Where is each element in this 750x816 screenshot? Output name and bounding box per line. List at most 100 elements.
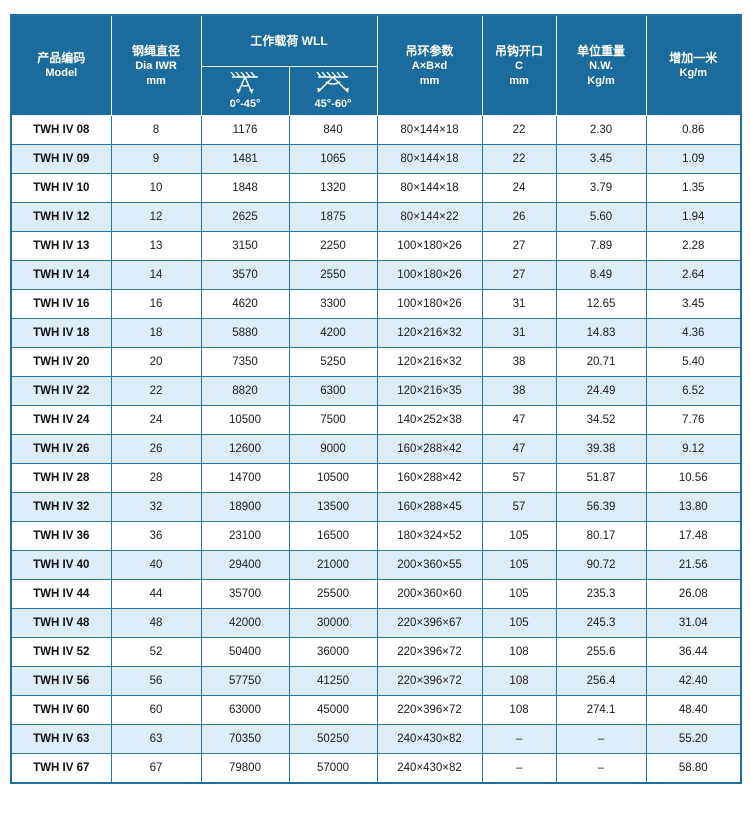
cell-wll-0-45: 1848 xyxy=(200,173,290,203)
table-row: TWH IV 32 32 18900 13500 160×288×45 57 56.39 13… xyxy=(10,492,742,522)
cell-hook-c: 108 xyxy=(481,666,557,696)
cell-dia: 10 xyxy=(110,173,202,203)
cell-wll-45-60: 6300 xyxy=(288,376,378,406)
cell-hook-c: 57 xyxy=(481,492,557,522)
table-row: TWH IV 10 10 1848 1320 80×144×18 24 3.79 1.35 xyxy=(10,173,742,203)
cell-wll-0-45: 12600 xyxy=(200,434,290,464)
cell-hook-c: – xyxy=(481,724,557,754)
cell-ring-params: 120×216×32 xyxy=(376,318,483,348)
header-diameter-cn: 钢绳直径 xyxy=(131,43,180,58)
table-row: TWH IV 24 24 10500 7500 140×252×38 47 34.52 7.7… xyxy=(10,405,742,435)
cell-extra-per-meter: 48.40 xyxy=(645,695,742,725)
cell-ring-params: 200×360×60 xyxy=(376,579,483,609)
cell-net-weight: 3.45 xyxy=(555,144,647,174)
cell-hook-c: 38 xyxy=(481,376,557,406)
cell-net-weight: 90.72 xyxy=(555,550,647,580)
cell-wll-45-60: 2250 xyxy=(288,231,378,261)
cell-dia: 26 xyxy=(110,434,202,464)
cell-wll-0-45: 3570 xyxy=(200,260,290,290)
cell-ring-params: 120×216×35 xyxy=(376,376,483,406)
cell-wll-0-45: 10500 xyxy=(200,405,290,435)
header-hook-unit: mm xyxy=(509,74,529,87)
cell-ring-params: 140×252×38 xyxy=(376,405,483,435)
header-hook-cn: 吊钩开口 xyxy=(495,43,544,58)
cell-model: TWH IV 18 xyxy=(10,318,112,348)
cell-dia: 48 xyxy=(110,608,202,638)
cell-wll-0-45: 29400 xyxy=(200,550,290,580)
cell-ring-params: 160×288×42 xyxy=(376,463,483,493)
header-ring-dims: A×B×d xyxy=(411,59,448,72)
cell-extra-per-meter: 31.04 xyxy=(645,608,742,638)
cell-hook-c: 22 xyxy=(481,115,557,145)
cell-wll-0-45: 63000 xyxy=(200,695,290,725)
cell-model: TWH IV 16 xyxy=(10,289,112,319)
table-row: TWH IV 52 52 50400 36000 220×396×72 108 255.6 3… xyxy=(10,637,742,667)
cell-wll-45-60: 1875 xyxy=(288,202,378,232)
table-header: 产品编码 Model 钢绳直径 Dia IWR mm 工作载荷 WLL 吊环参数… xyxy=(10,14,742,116)
header-wll-45-60: 45°-60° xyxy=(288,66,378,116)
cell-hook-c: 31 xyxy=(481,318,557,348)
cell-net-weight: 80.17 xyxy=(555,521,647,551)
cell-ring-params: 160×288×45 xyxy=(376,492,483,522)
table-row: TWH IV 26 26 12600 9000 160×288×42 47 39.38 9.1… xyxy=(10,434,742,464)
cell-dia: 24 xyxy=(110,405,202,435)
cell-dia: 22 xyxy=(110,376,202,406)
cell-model: TWH IV 40 xyxy=(10,550,112,580)
header-weight-en: N.W. xyxy=(589,59,613,72)
cell-wll-0-45: 18900 xyxy=(200,492,290,522)
cell-model: TWH IV 24 xyxy=(10,405,112,435)
header-extra-cn: 增加一米 xyxy=(669,50,718,65)
cell-ring-params: 220×396×67 xyxy=(376,608,483,638)
cell-model: TWH IV 28 xyxy=(10,463,112,493)
cell-model: TWH IV 26 xyxy=(10,434,112,464)
header-weight-cn: 单位重量 xyxy=(577,43,626,58)
cell-dia: 14 xyxy=(110,260,202,290)
cell-wll-45-60: 5250 xyxy=(288,347,378,377)
header-diameter-en: Dia IWR xyxy=(135,59,177,72)
cell-net-weight: 51.87 xyxy=(555,463,647,493)
cell-net-weight: 2.30 xyxy=(555,115,647,145)
cell-extra-per-meter: 21.56 xyxy=(645,550,742,580)
cell-hook-c: 38 xyxy=(481,347,557,377)
cell-wll-0-45: 4620 xyxy=(200,289,290,319)
cell-hook-c: 47 xyxy=(481,405,557,435)
header-wll-title: 工作载荷 WLL xyxy=(250,33,328,48)
cell-net-weight: 245.3 xyxy=(555,608,647,638)
cell-wll-45-60: 9000 xyxy=(288,434,378,464)
cell-net-weight: 235.3 xyxy=(555,579,647,609)
sling-angle-45-60-icon xyxy=(316,71,349,93)
header-model: 产品编码 Model xyxy=(10,14,112,116)
cell-model: TWH IV 60 xyxy=(10,695,112,725)
header-extra-per-meter: 增加一米 Kg/m xyxy=(645,14,742,116)
cell-ring-params: 160×288×42 xyxy=(376,434,483,464)
cell-dia: 60 xyxy=(110,695,202,725)
cell-extra-per-meter: 26.08 xyxy=(645,579,742,609)
table-row: TWH IV 20 20 7350 5250 120×216×32 38 20.71 5.40 xyxy=(10,347,742,377)
cell-wll-45-60: 13500 xyxy=(288,492,378,522)
cell-wll-0-45: 23100 xyxy=(200,521,290,551)
table-body: TWH IV 08 8 1176 840 80×144×18 22 2.30 0.86 TWH … xyxy=(10,115,742,784)
cell-dia: 32 xyxy=(110,492,202,522)
cell-model: TWH IV 63 xyxy=(10,724,112,754)
cell-dia: 18 xyxy=(110,318,202,348)
cell-ring-params: 220×396×72 xyxy=(376,637,483,667)
cell-wll-45-60: 41250 xyxy=(288,666,378,696)
cell-model: TWH IV 44 xyxy=(10,579,112,609)
cell-hook-c: 108 xyxy=(481,637,557,667)
header-model-cn: 产品编码 xyxy=(37,50,86,65)
cell-dia: 67 xyxy=(110,753,202,784)
cell-wll-0-45: 5880 xyxy=(200,318,290,348)
cell-wll-45-60: 3300 xyxy=(288,289,378,319)
cell-dia: 28 xyxy=(110,463,202,493)
cell-model: TWH IV 09 xyxy=(10,144,112,174)
cell-wll-45-60: 1065 xyxy=(288,144,378,174)
cell-wll-0-45: 42000 xyxy=(200,608,290,638)
cell-ring-params: 240×430×82 xyxy=(376,753,483,784)
cell-ring-params: 80×144×18 xyxy=(376,173,483,203)
header-unit-weight: 单位重量 N.W. Kg/m xyxy=(555,14,647,116)
cell-net-weight: 24.49 xyxy=(555,376,647,406)
table-row: TWH IV 36 36 23100 16500 180×324×52 105 80.17 1… xyxy=(10,521,742,551)
cell-wll-0-45: 1481 xyxy=(200,144,290,174)
cell-net-weight: 255.6 xyxy=(555,637,647,667)
cell-ring-params: 220×396×72 xyxy=(376,666,483,696)
